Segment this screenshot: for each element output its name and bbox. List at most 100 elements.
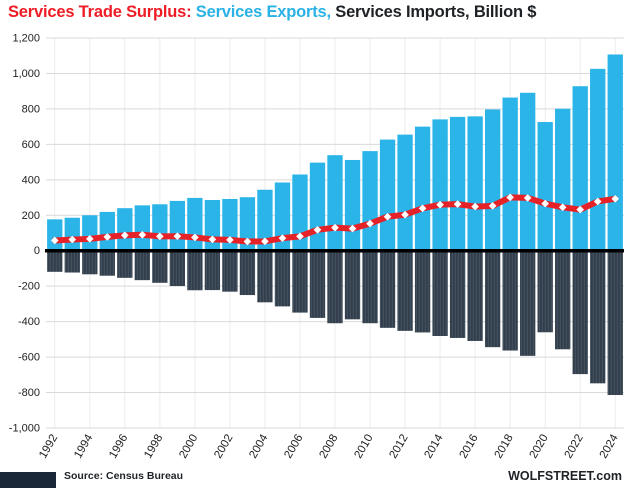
exports-bar (607, 54, 623, 251)
imports-bar (169, 250, 186, 287)
exports-bar (152, 204, 168, 251)
imports-bar (379, 250, 396, 328)
exports-bar (362, 151, 378, 251)
exports-bar (449, 116, 466, 251)
y-tick-label: 400 (22, 174, 40, 186)
imports-bar (257, 250, 273, 303)
imports-bar (64, 250, 80, 273)
exports-bar (414, 126, 431, 251)
surplus-diamond-marker (558, 203, 567, 212)
x-tick-label: 2024 (598, 432, 621, 461)
y-tick-label: 1,200 (12, 33, 40, 45)
imports-bar (187, 250, 203, 291)
x-tick-label: 2000 (177, 433, 200, 461)
exports-bar (292, 174, 308, 251)
exports-bar (169, 200, 186, 251)
exports-bar (502, 97, 518, 251)
surplus-diamond-marker (593, 197, 602, 206)
imports-bar (222, 250, 238, 292)
x-tick-label: 2022 (563, 433, 586, 461)
exports-bar (484, 109, 501, 251)
imports-bar (239, 250, 256, 296)
site-label: WOLFSTREET.com (508, 469, 622, 483)
imports-bar (414, 250, 431, 333)
surplus-diamond-marker (120, 231, 129, 240)
surplus-diamond-marker (331, 223, 339, 232)
imports-bar (99, 250, 115, 276)
exports-bar (520, 92, 536, 251)
exports-bar (379, 139, 396, 251)
imports-bar (292, 250, 308, 313)
surplus-diamond-marker (313, 225, 322, 234)
x-tick-label: 2010 (352, 433, 375, 461)
surplus-diamond-marker (191, 233, 199, 242)
exports-bar (432, 119, 448, 251)
exports-bar (134, 205, 150, 251)
surplus-diamond-marker (611, 194, 620, 203)
y-tick-label: 200 (22, 210, 40, 222)
title-legend-imports: Services Imports, Billion $ (330, 3, 537, 21)
exports-bar (397, 134, 413, 251)
y-tick-label: 0 (34, 245, 40, 257)
imports-bar (117, 250, 133, 278)
exports-bar (239, 197, 256, 251)
imports-bar (47, 250, 63, 272)
imports-bar (152, 250, 168, 283)
exports-bar (590, 68, 606, 251)
y-tick-label: -600 (18, 352, 40, 364)
title-legend-surplus: Services Trade Surplus: (8, 3, 192, 21)
x-tick-label: 2002 (212, 433, 235, 461)
exports-bar (467, 116, 483, 251)
y-tick-label: 800 (22, 103, 40, 115)
x-tick-label: 2014 (422, 432, 445, 461)
exports-bar (537, 122, 553, 251)
surplus-diamond-marker (523, 194, 532, 202)
exports-bar (344, 159, 361, 251)
exports-bar (99, 211, 115, 251)
exports-bar (572, 86, 588, 251)
imports-bar (520, 250, 536, 356)
imports-bar (449, 250, 466, 338)
exports-bar (309, 162, 326, 251)
imports-bar (484, 250, 501, 348)
x-tick-label: 2004 (247, 432, 270, 461)
x-tick-label: 2008 (317, 433, 340, 461)
title-legend-exports: Services Exports, (191, 3, 331, 21)
imports-bar (82, 250, 98, 275)
x-tick-label: 1992 (37, 433, 60, 461)
imports-bar (327, 250, 343, 324)
imports-bar (502, 250, 518, 351)
imports-bar (537, 250, 553, 333)
surplus-diamond-marker (278, 234, 287, 242)
x-tick-label: 2012 (387, 433, 410, 461)
exports-bar (117, 208, 133, 251)
x-tick-label: 2018 (493, 433, 516, 461)
exports-bar (82, 215, 98, 251)
exports-bar (555, 108, 571, 251)
imports-bar (362, 250, 378, 324)
imports-bar (344, 250, 361, 320)
x-tick-label: 2006 (282, 433, 305, 461)
exports-bar (327, 155, 343, 251)
exports-bar (64, 217, 80, 251)
imports-bar (397, 250, 413, 331)
y-tick-label: 600 (22, 139, 40, 151)
chart-title: Services Trade Surplus: Services Exports… (8, 3, 536, 22)
x-tick-label: 2016 (458, 433, 481, 461)
y-tick-label: -1,000 (9, 423, 40, 435)
imports-bar (432, 250, 448, 336)
x-tick-label: 1994 (72, 432, 95, 461)
exports-bar (257, 189, 273, 251)
imports-bar (467, 250, 483, 341)
imports-bar (309, 250, 326, 318)
exports-bar (274, 182, 291, 251)
y-tick-label: 1,000 (12, 68, 40, 80)
x-tick-label: 1996 (107, 433, 130, 461)
imports-bar (607, 250, 623, 396)
x-tick-label: 2020 (528, 433, 551, 461)
wolfstreet-logo-bar (0, 472, 56, 488)
imports-bar (204, 250, 221, 291)
imports-bar (274, 250, 291, 307)
surplus-diamond-marker (68, 235, 77, 244)
